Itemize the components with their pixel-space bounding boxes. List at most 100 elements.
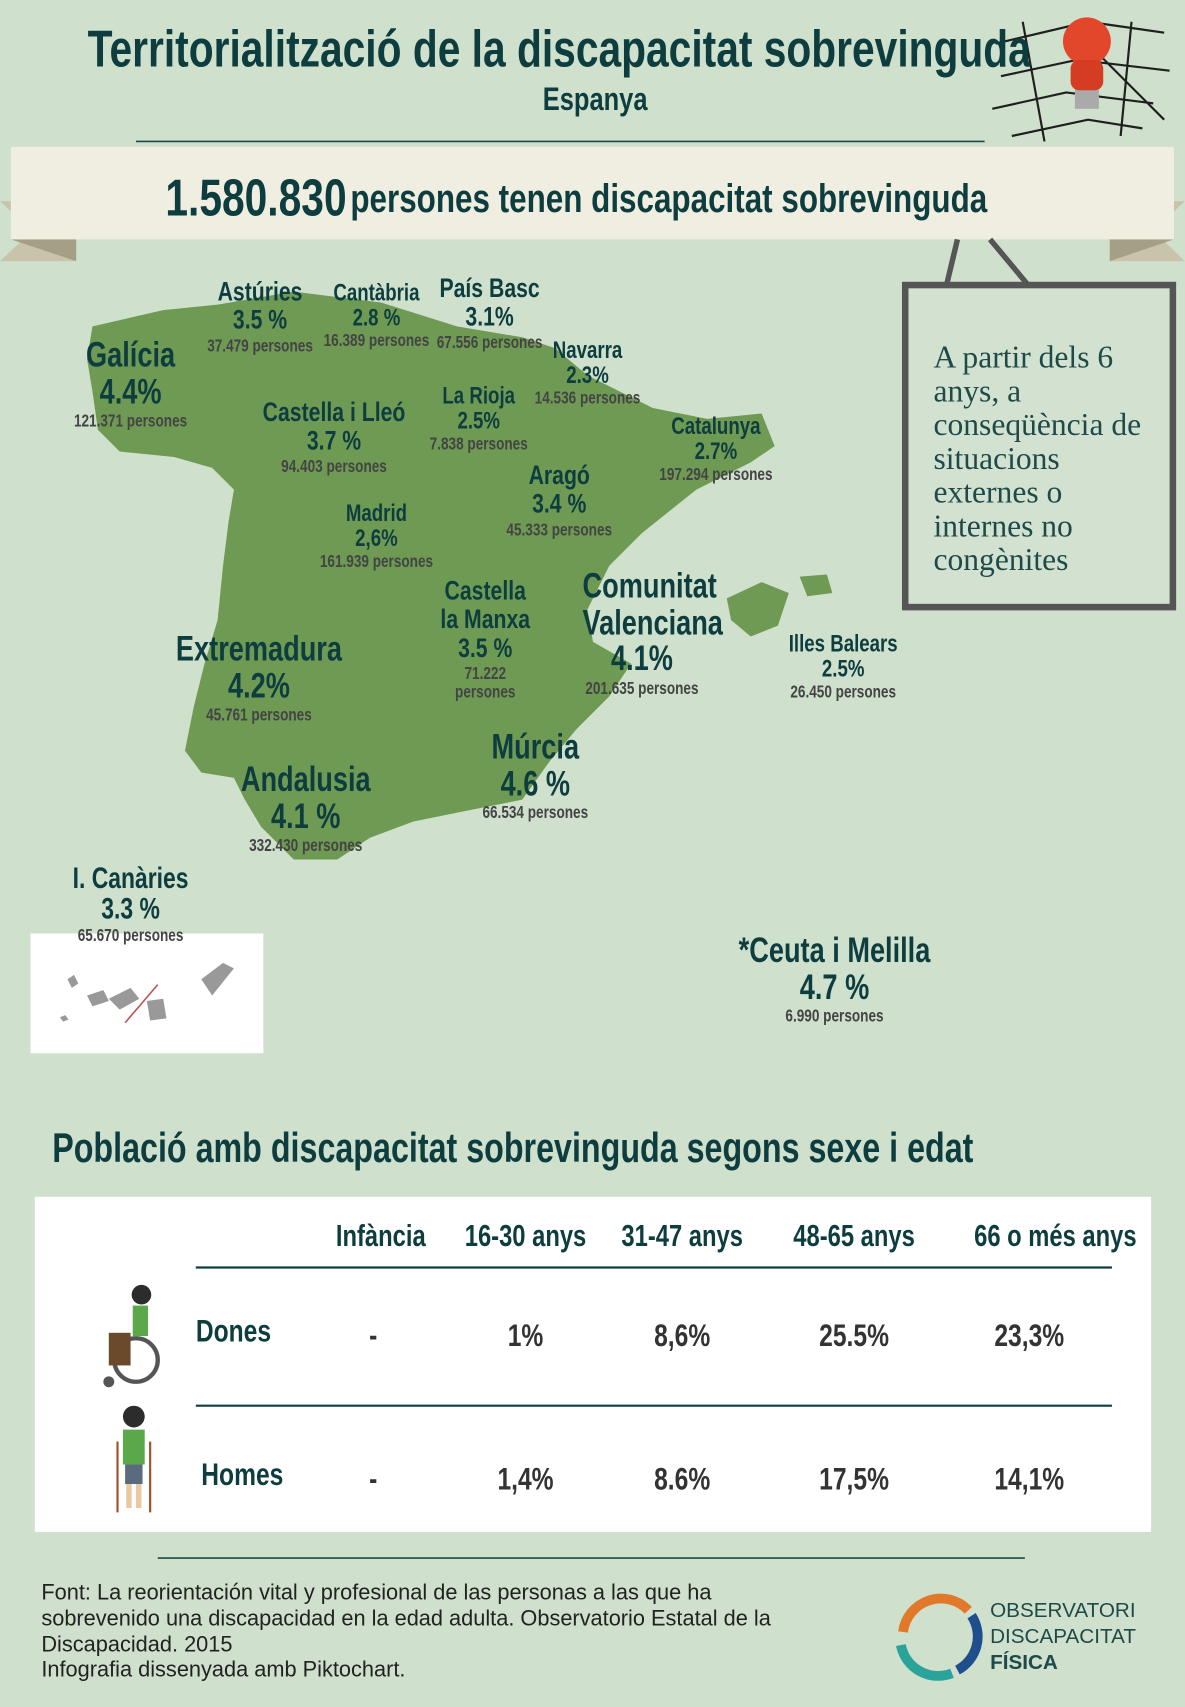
region-people: 67.556 persones	[436, 333, 543, 352]
region-percent: 3.1%	[465, 301, 514, 333]
region-people: 16.389 persones	[323, 332, 430, 351]
cell-value: 23,3%	[994, 1318, 1065, 1354]
region-label: Galícia 4.4% 121.371 persones	[74, 337, 187, 432]
region-people: 66.534 persones	[482, 804, 589, 823]
row-label: Homes	[201, 1457, 284, 1493]
region-percent: 3.7 %	[306, 425, 362, 457]
region-people: 71.222 persones	[455, 664, 516, 702]
region-label: I. Canàries 3.3 % 65.670 persones	[72, 861, 189, 946]
table-title: Població amb discapacitat sobrevinguda s…	[52, 1126, 974, 1172]
callout-tail	[943, 237, 1031, 287]
logo-text: FÍSICA	[990, 1651, 1058, 1675]
source: Font: La reorientación vital y profesion…	[41, 1580, 771, 1658]
region-label: Illes Balears 2.5% 26.450 persones	[789, 631, 898, 703]
region-name: Cantàbria	[333, 278, 420, 306]
region-percent: 2,6%	[355, 524, 398, 552]
callout-text: A partir dels 6 anys, a conseqüència de …	[933, 340, 1142, 578]
region-percent: 2.7%	[694, 437, 738, 465]
region-percent: 4.1%	[610, 638, 673, 679]
total-number: 1.580.830	[165, 169, 347, 228]
region-name: Múrcia	[491, 726, 580, 766]
cell-value: -	[369, 1462, 378, 1498]
cell-value: -	[369, 1318, 378, 1354]
region-label: País Basc 3.1% 67.556 persones	[437, 274, 543, 353]
region-name: I. Canàries	[72, 861, 189, 895]
region-label: Navarra 2.3% 14.536 persones	[535, 337, 641, 409]
region-percent: 3.5 %	[458, 632, 513, 664]
region-label: Andalusia 4.1 % 332.430 persones	[240, 759, 371, 857]
logo-mark	[896, 1593, 983, 1681]
region-label: Madrid 2,6% 161.939 persones	[320, 500, 433, 572]
region-label: Extremadura 4.2% 45.761 persones	[176, 630, 342, 726]
region-people: 26.450 persones	[790, 683, 897, 702]
region-percent: 4.2%	[227, 665, 290, 705]
title: Territorialització de la discapacitat so…	[87, 20, 1031, 79]
region-percent: 4.6 %	[500, 763, 571, 803]
region-label: Comunitat Valenciana 4.1% 201.635 persones	[582, 565, 723, 699]
region-name: Madrid	[345, 499, 408, 527]
region-people: 45.761 persones	[206, 706, 312, 725]
region-people: 7.838 persones	[429, 435, 528, 454]
region-name: Castella la Manxa	[440, 575, 531, 635]
region-percent: 2.5%	[821, 655, 865, 683]
region-people: 6.990 persones	[785, 1007, 884, 1027]
region-percent: 3.5 %	[232, 304, 288, 336]
logo-text: DISCAPACITAT	[990, 1625, 1136, 1649]
region-percent: 2.5%	[457, 407, 501, 435]
region-people: 121.371 persones	[73, 412, 188, 432]
region-percent: 3.3 %	[101, 892, 160, 926]
pin-head	[1062, 17, 1111, 66]
region-name: Aragó	[528, 460, 590, 491]
region-name: Navarra	[552, 336, 623, 364]
region-label: Astúries 3.5 % 37.479 persones	[207, 277, 313, 356]
pin-body	[1070, 59, 1104, 91]
region-people: 65.670 persones	[77, 926, 184, 946]
banner	[10, 146, 1174, 240]
region-label: Castella i Lleó 3.7 % 94.403 persones	[263, 398, 406, 477]
region-percent: 2.3%	[566, 361, 609, 389]
region-name: Catalunya	[671, 412, 761, 440]
balearics-map	[726, 574, 833, 637]
region-label: Aragó 3.4 % 45.333 persones	[506, 461, 612, 540]
canaries-line	[124, 984, 159, 1024]
column-header: Infància	[335, 1218, 426, 1253]
column-header: 66 o més anys	[974, 1218, 1137, 1253]
cell-value: 1,4%	[497, 1462, 554, 1498]
region-people: 37.479 persones	[207, 336, 313, 356]
region-percent: 4.1 %	[271, 795, 341, 836]
region-people: 197.294 persones	[659, 465, 773, 485]
table-box	[34, 1196, 1152, 1532]
region-name: Galícia	[86, 335, 176, 375]
callout-box	[901, 281, 1177, 611]
region-label: Catalunya 2.7% 197.294 persones	[659, 413, 772, 485]
region-label: *Ceuta i Melilla 4.7 % 6.990 persones	[739, 932, 931, 1027]
cell-value: 8.6%	[654, 1462, 711, 1498]
region-percent: 4.7 %	[799, 966, 870, 1006]
region-people: 161.939 persones	[319, 552, 434, 572]
region-people: 332.430 persones	[249, 836, 363, 856]
region-name: La Rioja	[442, 381, 516, 410]
canaries-box	[30, 933, 264, 1054]
region-name: Astúries	[217, 276, 303, 307]
woman-wheelchair-icon	[103, 1284, 160, 1388]
cell-value: 25.5%	[819, 1318, 889, 1354]
region-people: 201.635 persones	[585, 679, 699, 699]
region-people: 94.403 persones	[281, 457, 387, 477]
column-header: 31-47 anys	[621, 1218, 743, 1253]
region-people: 14.536 persones	[534, 389, 641, 409]
region-name: Castella i Lleó	[262, 397, 406, 428]
region-name: País Basc	[439, 273, 540, 304]
spain-map	[87, 291, 775, 860]
region-name: Andalusia	[240, 759, 371, 799]
row-label: Dones	[195, 1314, 272, 1350]
region-name: Comunitat Valenciana	[582, 565, 723, 642]
credit: Infografia dissenyada amb Piktochart.	[41, 1658, 406, 1683]
region-percent: 4.4%	[99, 371, 162, 411]
region-label: Castella la Manxa 3.5 % 71.222 persones	[439, 577, 532, 702]
region-name: Illes Balears	[788, 629, 898, 658]
cell-value: 1%	[507, 1318, 544, 1354]
canaries-islands	[59, 962, 234, 1022]
cell-value: 8,6%	[654, 1318, 711, 1354]
